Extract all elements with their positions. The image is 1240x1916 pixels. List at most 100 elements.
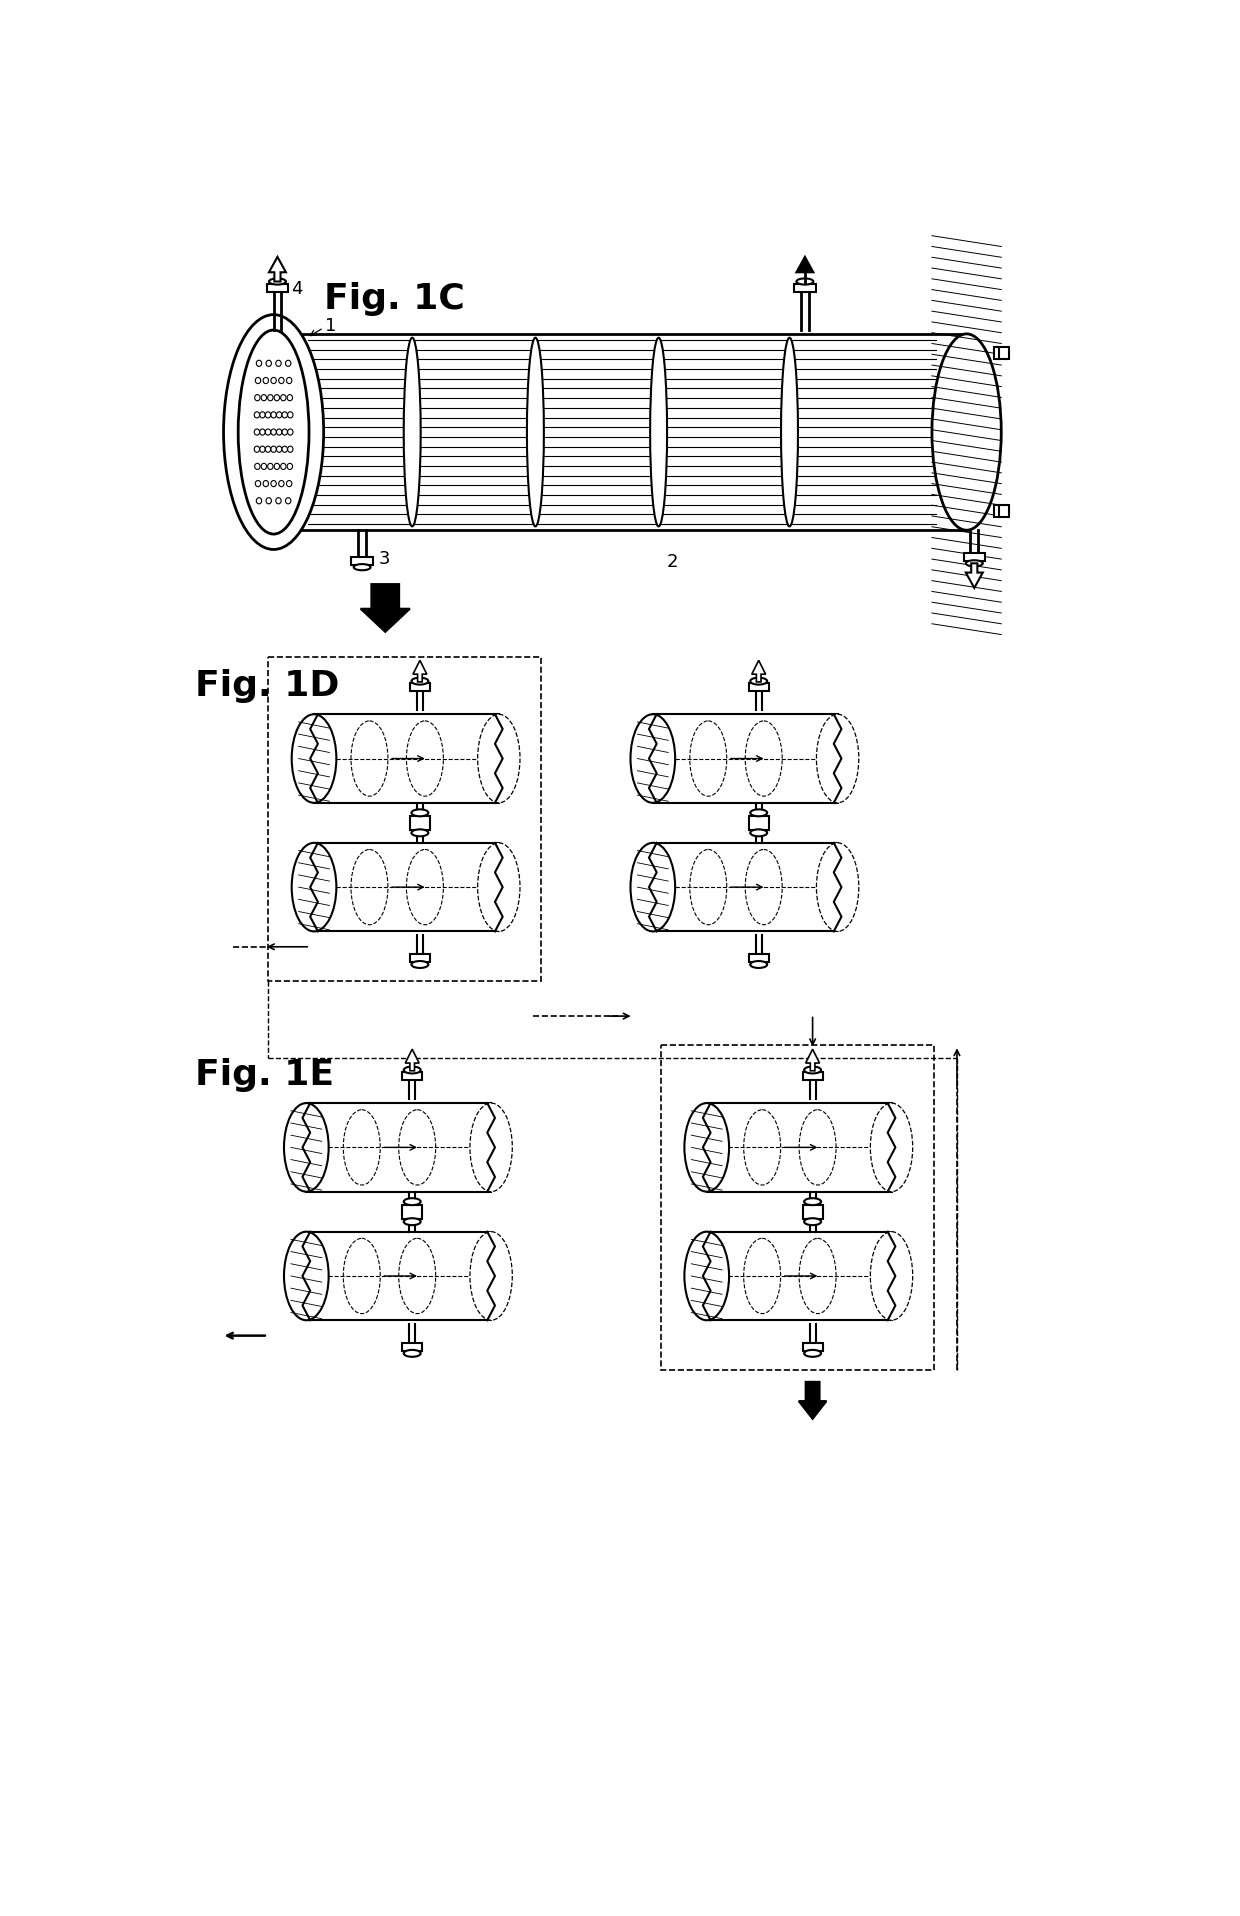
Polygon shape — [402, 1343, 422, 1351]
Ellipse shape — [283, 506, 289, 515]
Polygon shape — [751, 661, 765, 682]
Ellipse shape — [293, 366, 300, 376]
Ellipse shape — [300, 460, 306, 469]
Ellipse shape — [816, 843, 859, 931]
Ellipse shape — [412, 809, 428, 816]
Polygon shape — [351, 558, 373, 565]
Polygon shape — [402, 1073, 422, 1081]
Ellipse shape — [238, 330, 309, 535]
Ellipse shape — [258, 349, 265, 358]
Ellipse shape — [966, 559, 983, 567]
Ellipse shape — [816, 715, 859, 803]
Polygon shape — [802, 1073, 822, 1081]
Ellipse shape — [630, 715, 675, 803]
Polygon shape — [413, 661, 427, 682]
Ellipse shape — [750, 830, 768, 835]
Ellipse shape — [262, 395, 267, 400]
Ellipse shape — [270, 513, 277, 523]
Ellipse shape — [404, 1198, 420, 1205]
Ellipse shape — [263, 481, 269, 487]
Ellipse shape — [650, 337, 667, 527]
Ellipse shape — [223, 314, 324, 550]
Ellipse shape — [248, 366, 254, 376]
Polygon shape — [993, 504, 1009, 517]
Ellipse shape — [300, 395, 306, 404]
Polygon shape — [410, 816, 430, 830]
Ellipse shape — [781, 337, 799, 527]
Polygon shape — [267, 284, 288, 291]
Polygon shape — [361, 584, 410, 632]
Ellipse shape — [254, 412, 259, 418]
Ellipse shape — [265, 446, 270, 452]
Ellipse shape — [280, 464, 286, 469]
Ellipse shape — [291, 843, 336, 931]
Ellipse shape — [470, 1232, 512, 1320]
Ellipse shape — [277, 429, 281, 435]
Ellipse shape — [284, 1104, 329, 1192]
Ellipse shape — [527, 337, 544, 527]
Ellipse shape — [267, 498, 272, 504]
Ellipse shape — [265, 429, 270, 435]
Ellipse shape — [270, 446, 277, 452]
Ellipse shape — [238, 427, 246, 437]
Ellipse shape — [268, 395, 273, 400]
Ellipse shape — [270, 412, 277, 418]
Ellipse shape — [254, 464, 260, 469]
Ellipse shape — [277, 412, 281, 418]
Ellipse shape — [281, 446, 288, 452]
Ellipse shape — [270, 377, 277, 383]
Text: Fig. 1E: Fig. 1E — [195, 1058, 335, 1092]
Polygon shape — [410, 684, 430, 692]
Ellipse shape — [267, 360, 272, 366]
Ellipse shape — [284, 1232, 329, 1320]
Polygon shape — [799, 1381, 826, 1420]
Ellipse shape — [750, 678, 768, 684]
Ellipse shape — [288, 446, 293, 452]
Ellipse shape — [303, 427, 309, 437]
Ellipse shape — [288, 429, 293, 435]
Ellipse shape — [262, 464, 267, 469]
Ellipse shape — [870, 1232, 913, 1320]
Ellipse shape — [259, 412, 265, 418]
Ellipse shape — [796, 278, 813, 285]
Ellipse shape — [684, 1104, 729, 1192]
Polygon shape — [963, 554, 985, 561]
Ellipse shape — [263, 377, 269, 383]
Ellipse shape — [281, 412, 288, 418]
Ellipse shape — [353, 563, 371, 571]
Ellipse shape — [630, 843, 675, 931]
Ellipse shape — [404, 1351, 420, 1357]
Polygon shape — [281, 333, 967, 531]
Polygon shape — [402, 1205, 422, 1219]
Ellipse shape — [285, 498, 291, 504]
Text: Fig. 1C: Fig. 1C — [324, 282, 465, 316]
Ellipse shape — [412, 830, 428, 835]
Ellipse shape — [279, 377, 284, 383]
Ellipse shape — [404, 1219, 420, 1224]
Ellipse shape — [286, 377, 291, 383]
Polygon shape — [802, 1343, 822, 1351]
Ellipse shape — [241, 395, 248, 404]
Ellipse shape — [277, 446, 281, 452]
Ellipse shape — [275, 360, 281, 366]
Ellipse shape — [470, 1104, 512, 1192]
Polygon shape — [796, 257, 813, 272]
Ellipse shape — [248, 489, 254, 496]
Text: 2: 2 — [666, 554, 678, 571]
Ellipse shape — [254, 429, 259, 435]
Ellipse shape — [804, 1198, 821, 1205]
Polygon shape — [802, 1205, 822, 1219]
Ellipse shape — [288, 464, 293, 469]
Ellipse shape — [281, 429, 288, 435]
Polygon shape — [749, 954, 769, 962]
Ellipse shape — [265, 412, 270, 418]
Ellipse shape — [404, 1067, 420, 1073]
Ellipse shape — [477, 843, 520, 931]
Ellipse shape — [293, 489, 300, 496]
Polygon shape — [966, 563, 983, 588]
Ellipse shape — [255, 481, 260, 487]
Ellipse shape — [255, 377, 260, 383]
Ellipse shape — [804, 1067, 821, 1073]
Ellipse shape — [285, 360, 291, 366]
Polygon shape — [993, 347, 1009, 360]
